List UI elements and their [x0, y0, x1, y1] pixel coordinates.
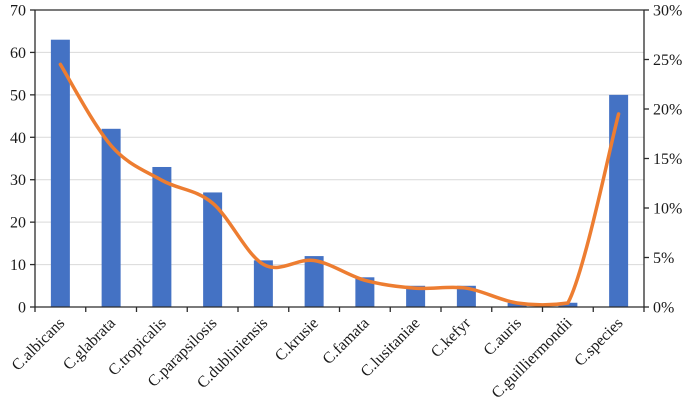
left-axis-label-20: 20	[10, 215, 26, 232]
bar-c-auris	[507, 302, 527, 307]
right-axis-label-15pct: 15%	[653, 151, 682, 168]
right-axis-label-20pct: 20%	[653, 102, 682, 119]
left-axis-label-70: 70	[10, 3, 26, 20]
bar-c-krusie	[304, 256, 324, 307]
gridlines	[35, 51, 644, 266]
left-axis-label-0: 0	[18, 300, 26, 317]
right-axis-label-5pct: 5%	[653, 250, 674, 267]
left-axis: 0 10 20 30 40 50 60 70	[10, 3, 26, 317]
bar-c-lusitaniae	[406, 285, 426, 307]
right-axis: 0% 5% 10% 15% 20% 25% 30%	[653, 3, 682, 317]
axes	[30, 9, 649, 312]
x-axis-labels: C.albicansC.glabrataC.tropicalisC.paraps…	[9, 314, 627, 402]
left-axis-label-40: 40	[10, 130, 26, 147]
bar-c-tropicalis	[152, 166, 172, 307]
right-axis-label-10pct: 10%	[653, 201, 682, 218]
left-axis-label-10: 10	[10, 257, 26, 274]
x-axis-label-c-famata: C.famata	[320, 315, 373, 368]
right-axis-label-30pct: 30%	[653, 3, 682, 20]
x-axis-label-c-kefyr: C.kefyr	[428, 314, 475, 361]
bar-c-albicans	[50, 39, 70, 307]
right-axis-label-25pct: 25%	[653, 52, 682, 69]
x-axis-label-c-albicans: C.albicans	[9, 315, 68, 374]
percentage-line	[58, 62, 621, 307]
bar-c-species	[609, 94, 629, 307]
left-axis-label-60: 60	[10, 45, 26, 62]
left-axis-label-50: 50	[10, 87, 26, 104]
bar-c-guilliermondii	[558, 302, 578, 307]
x-axis-label-c-krusie: C.krusie	[272, 315, 322, 365]
right-axis-label-0pct: 0%	[653, 300, 674, 317]
bar-c-kefyr	[456, 285, 476, 307]
x-axis-label-c-species: C.species	[571, 315, 626, 370]
bar-c-dubliniensis	[253, 260, 273, 307]
left-axis-label-30: 30	[10, 172, 26, 189]
bar-c-famata	[355, 277, 375, 307]
bar-c-parapsilosis	[203, 192, 223, 307]
x-axis-label-c-auris: C.auris	[481, 315, 525, 359]
bar-series-isolate-count	[50, 39, 629, 307]
bar-c-glabrata	[101, 128, 121, 307]
